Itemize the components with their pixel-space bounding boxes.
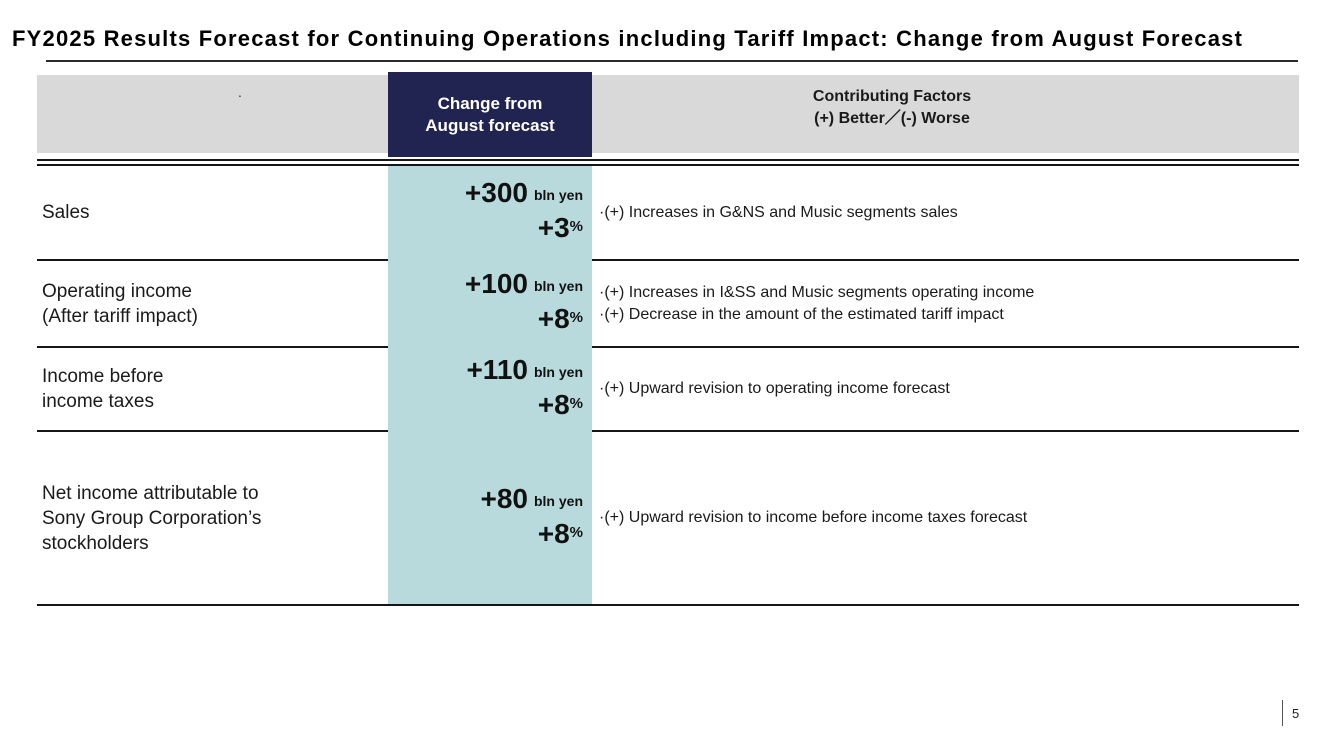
value-column-band	[388, 166, 592, 604]
amount-value: +80	[480, 482, 528, 514]
header-double-rule-top	[37, 159, 1299, 161]
amount-unit: bln yen	[533, 363, 583, 380]
amount-unit: bln yen	[533, 187, 583, 203]
header-factors-label: Contributing Factors (+) Better／(-) Wors…	[812, 88, 972, 127]
percent-line: +3%	[538, 213, 583, 247]
table-row: Sales +300 bln yen +3% ·(+) Increases in …	[0, 166, 1334, 259]
percent-unit: %	[569, 218, 583, 235]
amount-value: +110	[466, 353, 528, 385]
row-separator-1	[37, 259, 1299, 261]
row-factors: ·(+) Upward revision to income before in…	[599, 509, 1028, 526]
header-change-cell: Change from August forecast	[388, 72, 592, 157]
percent-line: +8%	[538, 304, 583, 338]
row-factors: ·(+) Increases in G&NS and Music segment…	[599, 203, 958, 221]
amount-unit: bln yen	[533, 492, 583, 509]
table-row: Operating income (After tariff impact) +…	[0, 261, 1334, 346]
row-value: +110 bln yen +8%	[388, 348, 592, 430]
row-label: Sales	[42, 202, 90, 223]
row-label: Net income attributable to Sony Group Co…	[42, 482, 262, 554]
amount-line: +110 bln yen	[466, 353, 583, 390]
page-title: FY2025 Results Forecast for Continuing O…	[12, 26, 1244, 51]
percent-value: +3	[537, 212, 570, 243]
amount-value: +100	[464, 268, 528, 299]
amount-unit: bln yen	[533, 278, 583, 294]
page-number: 5	[1282, 699, 1299, 727]
row-label: Income before income taxes	[42, 366, 164, 412]
row-separator-2	[37, 346, 1299, 348]
percent-line: +8%	[538, 519, 583, 553]
header-placeholder-dot: .	[238, 84, 242, 100]
page-number-bar	[1282, 700, 1283, 726]
table-row: Income before income taxes +110 bln yen +…	[0, 348, 1334, 430]
percent-value: +8	[537, 388, 570, 420]
row-separator-3	[37, 430, 1299, 432]
row-label: Operating income (After tariff impact)	[42, 280, 198, 327]
percent-unit: %	[569, 523, 583, 541]
amount-line: +80 bln yen	[480, 482, 583, 519]
percent-unit: %	[569, 394, 583, 412]
amount-value: +300	[464, 177, 528, 208]
header-change-label: Change from August forecast	[425, 93, 555, 135]
percent-line: +8%	[538, 390, 583, 424]
amount-line: +100 bln yen	[465, 269, 583, 304]
title-underline	[46, 60, 1298, 62]
row-value: +80 bln yen +8%	[388, 432, 592, 604]
amount-line: +300 bln yen	[465, 178, 583, 213]
table-bottom-rule	[37, 604, 1299, 606]
table-header-band	[37, 75, 1299, 153]
row-value: +100 bln yen +8%	[388, 261, 592, 346]
percent-unit: %	[569, 309, 583, 326]
header-double-rule-bottom	[37, 164, 1299, 166]
percent-value: +8	[537, 303, 570, 334]
percent-value: +8	[537, 517, 570, 549]
table-row: Net income attributable to Sony Group Co…	[0, 432, 1334, 604]
page-number-value: 5	[1292, 705, 1300, 721]
row-factors: ·(+) Increases in I&SS and Music segment…	[599, 283, 1035, 323]
row-factors: ·(+) Upward revision to operating income…	[599, 380, 950, 397]
row-value: +300 bln yen +3%	[388, 166, 592, 259]
